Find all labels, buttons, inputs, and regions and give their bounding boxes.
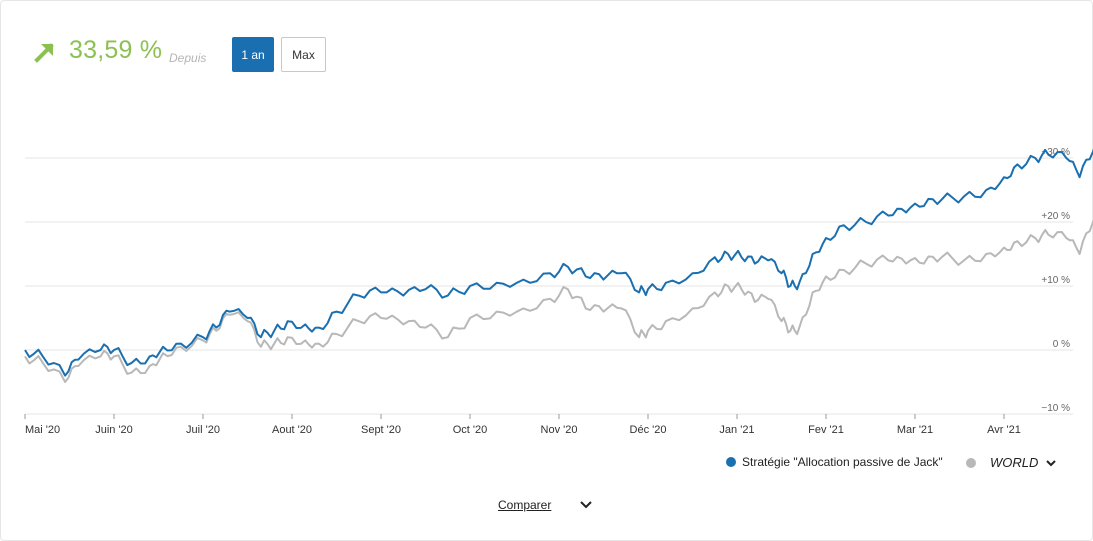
x-tick-label: Avr '21 — [987, 424, 1021, 436]
since-label: Depuis — [169, 51, 207, 65]
x-tick-label: Oct '20 — [453, 424, 488, 436]
x-tick-label: Nov '20 — [541, 424, 578, 436]
y-tick-label: +30 % — [1041, 147, 1070, 158]
period-1-year-button[interactable]: 1 an — [232, 37, 274, 72]
x-tick-label: Juin '20 — [95, 424, 133, 436]
legend-world-selector[interactable]: WORLD — [966, 455, 1057, 470]
strategy-line — [24, 148, 1093, 377]
compare-chevron-down-icon[interactable] — [579, 500, 593, 510]
y-tick-label: +10 % — [1041, 275, 1070, 286]
x-tick-label: Jan '21 — [719, 424, 754, 436]
performance-value: 33,59 % — [69, 36, 163, 64]
x-tick-label: Mar '21 — [897, 424, 933, 436]
world-line — [24, 219, 1093, 383]
trend-up-arrow-icon — [34, 43, 54, 63]
y-tick-label: −10 % — [1041, 403, 1070, 414]
period-max-button[interactable]: Max — [281, 37, 326, 72]
x-tick-label: Aout '20 — [272, 424, 312, 436]
x-tick-label: Juil '20 — [186, 424, 220, 436]
strategy-legend-dot — [726, 457, 736, 467]
chevron-down-icon — [1046, 459, 1057, 466]
x-tick-label: Mai '20 — [25, 424, 60, 436]
legend-strategy[interactable]: Stratégie "Allocation passive de Jack" — [726, 455, 943, 469]
x-tick-label: Déc '20 — [630, 424, 667, 436]
y-tick-label: +20 % — [1041, 211, 1070, 222]
compare-link[interactable]: Comparer — [498, 498, 552, 512]
y-tick-label: 0 % — [1053, 339, 1070, 350]
x-tick-label: Sept '20 — [361, 424, 401, 436]
legend-strategy-label: Stratégie "Allocation passive de Jack" — [742, 455, 943, 469]
performance-chart: +30 % +20 % +10 % 0 % −10 % Mai '20 Juin '20 Ju… — [24, 147, 1093, 436]
legend-world-label: WORLD — [990, 455, 1039, 470]
x-tick-label: Fev '21 — [808, 424, 844, 436]
world-legend-dot — [966, 457, 976, 468]
